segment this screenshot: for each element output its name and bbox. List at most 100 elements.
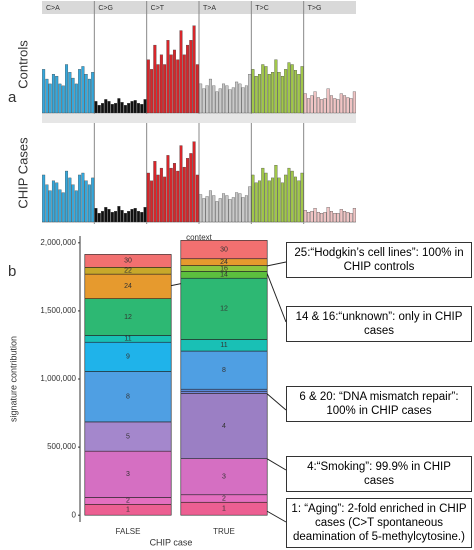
bar — [323, 212, 327, 223]
bar — [140, 212, 144, 223]
segment-label: 24 — [220, 259, 228, 266]
bar — [349, 213, 353, 223]
facet-label: C>G — [98, 5, 113, 12]
bar — [202, 198, 206, 223]
bar — [189, 40, 193, 114]
segment-label: 22 — [124, 268, 132, 275]
bar — [218, 198, 222, 223]
bar — [71, 184, 75, 223]
bar — [287, 167, 291, 223]
bar — [127, 103, 131, 114]
bar — [159, 54, 163, 114]
bar — [192, 25, 196, 114]
bar — [58, 83, 62, 114]
x-tick-label: FALSE — [116, 527, 141, 536]
y-tick-label: 500,000 — [47, 442, 76, 451]
bar — [169, 167, 173, 223]
bar — [261, 64, 265, 114]
bar — [336, 213, 340, 223]
bar — [352, 91, 356, 114]
bar — [313, 91, 317, 114]
bar — [202, 88, 206, 114]
bar — [294, 70, 297, 114]
bar — [143, 207, 147, 223]
bar-segment — [84, 421, 172, 452]
bar — [107, 209, 111, 223]
bar — [290, 64, 294, 114]
bar — [251, 69, 255, 114]
bar — [42, 69, 46, 114]
bar — [150, 180, 154, 223]
bar — [316, 212, 320, 223]
bar — [110, 104, 114, 114]
segment-label: 11 — [124, 336, 131, 343]
bar — [146, 59, 150, 114]
y-tick-label: 1,500,000 — [40, 306, 76, 315]
segment-label: 11 — [220, 342, 227, 349]
bar — [104, 207, 108, 223]
bar — [261, 167, 265, 223]
bar — [156, 64, 160, 114]
bar — [307, 212, 311, 223]
bar — [130, 101, 134, 114]
segment-label: 12 — [220, 306, 228, 313]
bar — [280, 75, 284, 114]
callout-line — [264, 509, 287, 523]
bar — [87, 78, 91, 114]
bar — [241, 87, 245, 114]
annotation-box: 25:“Hodgkin’s cell lines”: 100% in CHIP … — [286, 242, 472, 278]
bar — [248, 186, 252, 223]
bar — [97, 213, 101, 223]
bar — [277, 177, 281, 223]
segment-label: 1 — [126, 507, 130, 514]
bar — [254, 182, 258, 223]
bar — [284, 174, 288, 223]
bar — [228, 199, 232, 223]
bar — [120, 102, 124, 114]
bar — [320, 213, 324, 223]
bar — [208, 190, 212, 223]
bar — [84, 74, 88, 114]
bar — [133, 208, 137, 223]
bar — [153, 44, 157, 114]
bar — [264, 66, 268, 114]
bar — [78, 174, 82, 223]
x-tick-label: TRUE — [213, 527, 235, 536]
bar — [91, 72, 95, 114]
bar — [339, 93, 343, 114]
bar — [101, 211, 104, 223]
bar — [320, 99, 324, 114]
bar — [274, 59, 278, 114]
bar — [97, 105, 101, 114]
bar — [215, 91, 219, 114]
bar — [166, 40, 170, 114]
bar — [212, 85, 216, 114]
bar — [271, 72, 275, 114]
row-strip — [42, 114, 356, 123]
bar — [241, 197, 245, 223]
bar — [346, 97, 350, 114]
bar — [143, 99, 147, 114]
segment-label: 1 — [222, 506, 226, 513]
bar — [146, 172, 150, 223]
bar — [45, 78, 49, 114]
row-label: Controls — [15, 40, 30, 89]
bar — [182, 166, 186, 223]
bar — [120, 210, 124, 223]
bar — [94, 208, 98, 223]
segment-label: 9 — [126, 354, 130, 361]
y-axis-label: signature contribution — [8, 336, 18, 422]
bar — [333, 213, 337, 223]
facet-label: C>T — [151, 5, 165, 12]
bar — [284, 69, 288, 114]
bar — [277, 72, 281, 114]
bar — [153, 161, 157, 223]
bar — [42, 174, 46, 223]
bar — [68, 177, 72, 223]
segment-label: 2 — [222, 495, 226, 502]
bar — [258, 74, 261, 114]
bar-segment — [180, 240, 268, 260]
bar — [87, 184, 91, 223]
bar — [101, 103, 104, 114]
